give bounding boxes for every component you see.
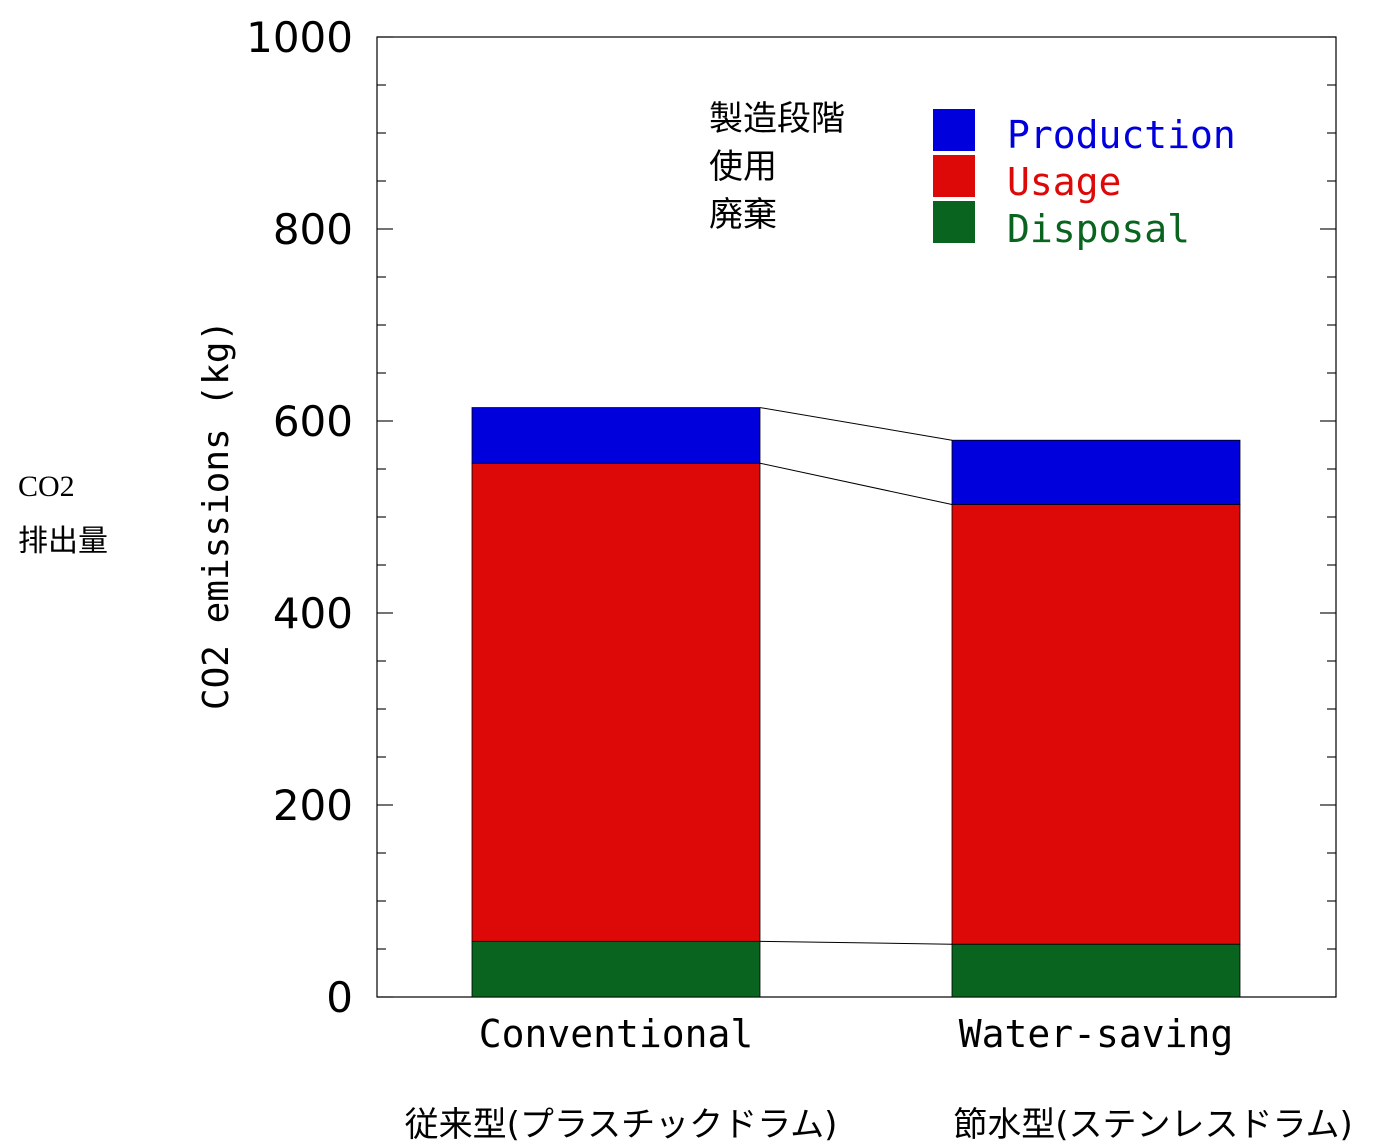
bar-segment-disposal (951, 943, 1241, 998)
bar-segment-usage (951, 504, 1241, 945)
legend-label-usage: Usage (1007, 160, 1121, 204)
y-tick-label: 200 (273, 781, 353, 830)
side-label-co2: CO2 (18, 470, 75, 503)
legend-swatch-usage (933, 155, 975, 197)
legend-swatch-disposal (933, 201, 975, 243)
legend-swatch-production (933, 109, 975, 151)
x-category-label: Water-saving (959, 1012, 1234, 1056)
y-tick-label: 600 (273, 397, 353, 446)
side-label-emissions: 排出量 (18, 524, 108, 559)
bar-segment-disposal (471, 940, 761, 998)
x-category-sublabel: 従来型(プラスチックドラム) (405, 1105, 838, 1145)
x-category-sublabel: 節水型(ステンレスドラム) (953, 1105, 1353, 1145)
bar-segment-production (471, 407, 761, 464)
bar-segment-production (951, 439, 1241, 505)
y-axis-label: CO2 emissions (kg) (196, 320, 237, 710)
connector-line (759, 940, 953, 945)
legend-label-ja-disposal: 廃棄 (709, 195, 777, 235)
legend-label-disposal: Disposal (1007, 207, 1190, 251)
x-category-label: Conventional (479, 1012, 754, 1056)
legend-label-ja-usage: 使用 (709, 147, 777, 187)
y-tick-label: 1000 (246, 13, 353, 62)
connector-line (759, 462, 953, 506)
bar-segment-usage (471, 462, 761, 942)
y-tick-label: 0 (326, 973, 353, 1022)
y-tick-label: 400 (273, 589, 353, 638)
connector-line (759, 407, 953, 441)
legend-label-production: Production (1007, 113, 1236, 157)
legend-label-ja-production: 製造段階 (709, 99, 845, 139)
y-tick-label: 800 (273, 205, 353, 254)
